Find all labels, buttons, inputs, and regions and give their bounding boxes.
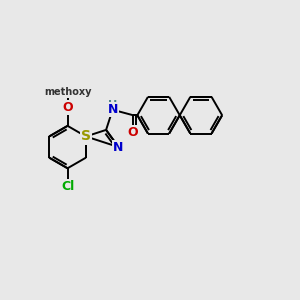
Text: methoxy: methoxy [44, 87, 91, 97]
Text: N: N [107, 103, 118, 116]
Text: Cl: Cl [61, 180, 74, 193]
Text: H: H [108, 100, 117, 110]
Text: S: S [81, 130, 91, 143]
Text: O: O [62, 101, 73, 114]
Text: O: O [128, 126, 138, 139]
Text: N: N [113, 141, 124, 154]
